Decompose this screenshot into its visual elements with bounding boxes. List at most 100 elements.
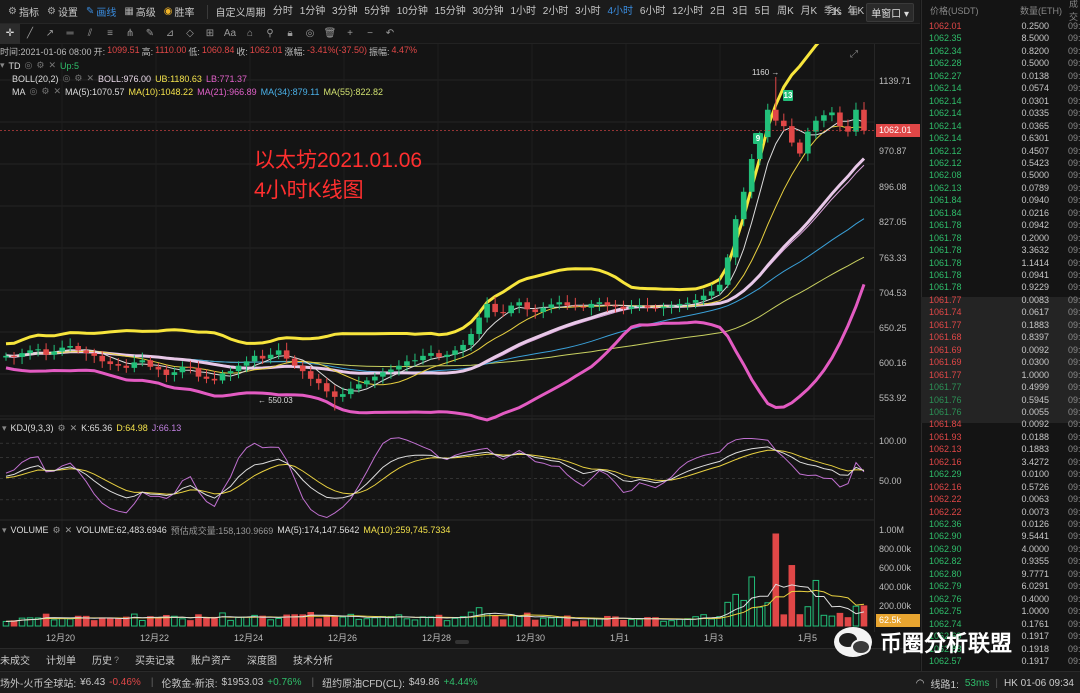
kline-chart[interactable] [0,44,874,632]
settings-button[interactable]: ⚙ 设置 [43,0,82,24]
bottom-tab[interactable]: 计划单 [38,652,84,667]
indicators-button[interactable]: ⚙ 指标 [4,0,43,24]
candle-body [11,355,17,357]
interval-label[interactable]: 1s [831,6,842,18]
advanced-button[interactable]: ▦ 高级 [120,0,159,24]
pin-tool-icon[interactable]: ⚲ [266,28,274,39]
zoom-out-icon[interactable]: − [367,28,373,39]
period-option[interactable]: 4小时 [607,5,634,17]
axis-drag-handle[interactable] [455,640,469,644]
ticker-item[interactable]: 纽约原油CFD(CL): $49.86 +4.44% [322,675,478,690]
trade-qty: 0.5726 [1021,481,1049,492]
gear-icon[interactable]: ⚙ [36,60,45,70]
period-option[interactable]: 周K [777,5,794,17]
volume-axis-label: 400.00k [879,582,912,592]
period-option[interactable]: 5分钟 [364,5,390,17]
bottom-tab[interactable]: 深度图 [239,652,285,667]
trade-time: 09:3 [1068,655,1080,666]
trade-price: 1062.35 [929,33,962,44]
close-icon[interactable]: ✕ [64,524,73,535]
help-icon[interactable]: ? [114,654,120,665]
period-option[interactable]: 分时 [272,5,293,17]
period-option[interactable]: 1小时 [510,5,536,17]
candle-body [147,360,154,367]
time-axis[interactable]: 12月20 12月22 12月24 12月26 12月28 12月30 1月1 1月3 1月5 [0,630,874,644]
lock-tool-icon[interactable]: 🔒︎ [287,28,293,39]
period-option[interactable]: 2小时 [542,5,569,17]
volume-bar [122,616,130,627]
shape-tool-icon[interactable]: ◇ [186,28,194,39]
period-option[interactable]: 3日 [732,5,748,17]
gear-icon[interactable]: ⚙ [52,524,61,535]
trash-tool-icon[interactable]: 🗑︎ [323,28,337,39]
period-option[interactable]: 季K [824,5,841,17]
period-option[interactable]: 1分钟 [299,5,326,17]
trade-row: 1062.36 0.0126 09:3 [921,518,1080,531]
magnet-tool-icon[interactable]: ⌂ [246,28,254,39]
gear-icon[interactable]: ⚙ [57,422,66,433]
custom-period-button[interactable]: 自定义周期 [212,0,270,24]
period-option[interactable]: 15分钟 [434,5,466,17]
period-option[interactable]: 5日 [754,5,771,17]
gear-icon[interactable]: ⚙ [74,73,83,83]
eye-icon[interactable]: ◎ [24,60,33,70]
period-option[interactable]: 2日 [710,5,726,17]
close-icon[interactable]: ✕ [48,60,57,70]
volume-header: ▾ VOLUME ⚙ ✕ VOLUME:62,483.6946 预估成交量:15… [2,523,450,537]
zoom-in-icon[interactable]: + [347,28,353,39]
channel-tool-icon[interactable]: ⫽ [87,28,93,39]
ray-tool-icon[interactable]: ↗ [45,28,55,39]
window-mode-select[interactable]: 单窗口 ▾ [866,2,914,22]
grid-tool-icon[interactable]: ⊞ [205,28,215,39]
ticker-item[interactable]: 伦敦金-新浪: $1953.03 +0.76% [161,675,301,690]
volume-axis-label: 200.00k [879,601,912,611]
period-option[interactable]: 10分钟 [396,5,428,17]
bottom-tab[interactable]: 历史? [84,652,127,668]
bottom-tab[interactable]: 买卖记录 [127,652,183,667]
collapse-icon[interactable]: ▾ [0,60,5,70]
line-tool-icon[interactable]: ╱ [26,28,34,39]
period-option[interactable]: 3小时 [575,5,601,17]
layout-icon[interactable]: ⊞ [849,6,859,18]
close-icon[interactable]: ✕ [69,422,78,433]
price-axis[interactable]: 1139.71 970.87 896.08 827.05 763.33 704.53 650… [874,44,920,632]
expand-icon[interactable]: ⤢ [850,49,858,60]
trade-qty: 0.0083 [1021,294,1049,305]
period-option[interactable]: 月K [800,5,818,17]
period-option[interactable]: 30分钟 [472,5,504,17]
period-option[interactable]: 年K [847,5,865,17]
fib-tool-icon[interactable]: ≡ [107,28,113,39]
close-icon[interactable]: ✕ [86,73,95,83]
pen-tool-icon[interactable]: ✎ [145,28,155,39]
gear-icon[interactable]: ⚙ [41,86,50,96]
draw-button[interactable]: ✎ 画线 [82,0,120,24]
period-option[interactable]: 6小时 [639,5,666,17]
eye-tool-icon[interactable]: ◎ [305,28,315,39]
top-toolbar: ⚙ 指标 ⚙ 设置 ✎ 画线 ▦ 高级 ◉ 胜率 自定义周期 分时 1分钟 3分钟 5分钟 10分… [0,0,920,24]
text-tool-icon[interactable]: Aa [223,28,237,39]
trade-time: 09:3 [1068,581,1080,592]
collapse-icon[interactable]: ▾ [2,422,7,433]
crosshair-tool-icon[interactable]: ✛ [0,23,20,44]
bottom-tab[interactable]: 技术分析 [285,652,341,667]
period-option[interactable]: 12小时 [672,5,704,17]
volume-bar [323,614,331,627]
candle-body [291,358,298,366]
victory-button[interactable]: ◉ 胜率 [160,0,199,24]
ticker-name: 纽约原油CFD(CL): [322,679,405,690]
volume-bar [187,620,194,627]
bottom-tab[interactable]: 账户资产 [183,652,239,667]
collapse-icon[interactable]: ▾ [2,524,7,535]
undo-icon[interactable]: ↶ [385,28,395,39]
volume-bar [34,617,42,627]
candle-body [412,360,418,362]
period-option[interactable]: 3分钟 [332,5,358,17]
eye-icon[interactable]: ◎ [62,73,71,83]
bottom-tab[interactable]: 未成交 [0,652,38,667]
close-icon[interactable]: ✕ [53,86,61,96]
pitchfork-tool-icon[interactable]: ⋔ [125,28,135,39]
eye-icon[interactable]: ◎ [29,86,38,96]
hline-tool-icon[interactable]: ═ [66,28,74,39]
ticker-item[interactable]: 场外-火币全球站: ¥6.43 -0.46% [0,675,141,690]
measure-tool-icon[interactable]: ⊿ [165,28,175,39]
